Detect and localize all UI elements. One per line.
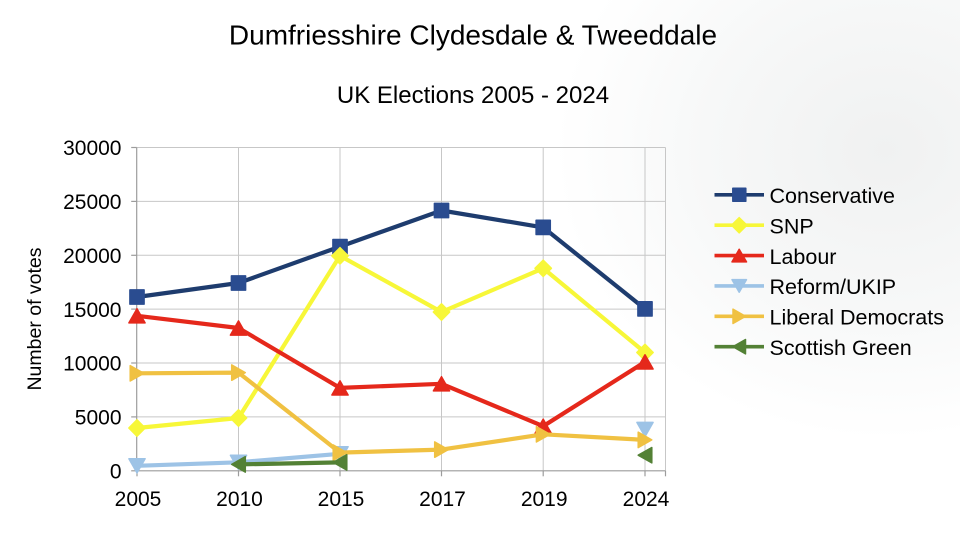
svg-text:Liberal Democrats: Liberal Democrats bbox=[770, 306, 944, 330]
svg-text:25000: 25000 bbox=[63, 191, 121, 214]
svg-text:2019: 2019 bbox=[521, 488, 568, 511]
svg-text:30000: 30000 bbox=[63, 137, 121, 160]
svg-text:2015: 2015 bbox=[318, 488, 365, 511]
svg-text:Reform/UKIP: Reform/UKIP bbox=[770, 275, 897, 299]
svg-text:Conservative: Conservative bbox=[770, 184, 895, 208]
svg-text:Labour: Labour bbox=[770, 245, 837, 269]
svg-text:20000: 20000 bbox=[63, 245, 121, 268]
svg-text:10000: 10000 bbox=[63, 353, 121, 376]
svg-text:Dumfriesshire Clydesdale & Twe: Dumfriesshire Clydesdale & Tweeddale bbox=[229, 20, 717, 51]
svg-text:Scottish Green: Scottish Green bbox=[770, 336, 912, 360]
svg-text:2010: 2010 bbox=[216, 488, 263, 511]
svg-text:Number of votes: Number of votes bbox=[24, 247, 46, 390]
svg-text:SNP: SNP bbox=[770, 214, 814, 238]
svg-text:2017: 2017 bbox=[419, 488, 466, 511]
svg-text:UK Elections 2005 - 2024: UK Elections 2005 - 2024 bbox=[337, 82, 609, 109]
svg-text:0: 0 bbox=[110, 460, 122, 483]
svg-text:5000: 5000 bbox=[75, 407, 122, 430]
svg-text:2005: 2005 bbox=[115, 488, 162, 511]
svg-text:2024: 2024 bbox=[623, 488, 670, 511]
svg-text:15000: 15000 bbox=[63, 299, 121, 322]
